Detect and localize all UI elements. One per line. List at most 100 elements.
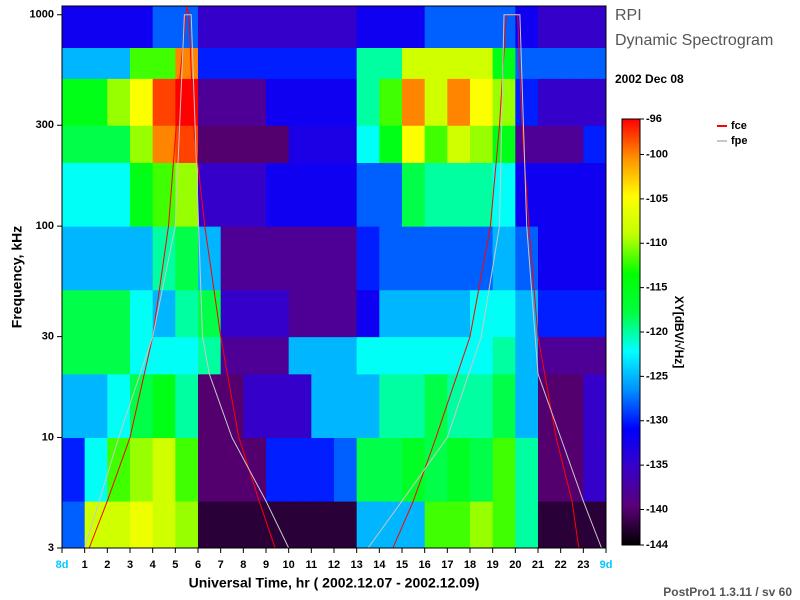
- spectrogram-cell: [424, 437, 448, 502]
- spectrogram-cell: [470, 78, 494, 126]
- spectrogram-cell: [356, 78, 380, 126]
- colorbar-tick-label: -105: [646, 193, 668, 205]
- spectrogram-cell: [220, 289, 244, 338]
- x-axis-label: Universal Time, hr ( 2002.12.07 - 2002.1…: [189, 575, 480, 591]
- spectrogram-cell: [515, 336, 539, 375]
- spectrogram-cell: [175, 162, 199, 227]
- spectrogram-cell: [538, 162, 562, 227]
- spectrogram-cell: [424, 6, 448, 48]
- spectrogram-cell: [266, 162, 290, 227]
- spectrogram-cell: [198, 373, 222, 438]
- spectrogram-cell: [266, 437, 290, 502]
- spectrogram-cell: [243, 437, 267, 502]
- spectrogram-cell: [356, 437, 380, 502]
- spectrogram-cell: [334, 226, 358, 291]
- spectrogram-cell: [470, 125, 494, 163]
- spectrogram-cell: [334, 162, 358, 227]
- spectrogram-cell: [84, 162, 108, 227]
- colorbar-tick-label: -140: [646, 503, 668, 515]
- spectrogram-cell: [470, 289, 494, 338]
- spectrogram-cell: [198, 47, 222, 79]
- spectrogram-cell: [62, 47, 86, 79]
- spectrogram-cell: [515, 78, 539, 126]
- spectrogram-cell: [447, 162, 471, 227]
- spectrogram-cell: [152, 336, 176, 375]
- x-tick-label: 19: [487, 559, 499, 571]
- x-tick-label: 6: [195, 559, 201, 571]
- spectrogram-cell: [198, 162, 222, 227]
- spectrogram-cell: [62, 78, 86, 126]
- spectrogram-cell: [560, 226, 584, 291]
- spectrogram-cell: [447, 47, 471, 79]
- spectrogram-cell: [492, 336, 516, 375]
- spectrogram-cell: [198, 336, 222, 375]
- spectrogram-cell: [470, 336, 494, 375]
- spectrogram-cell: [84, 78, 108, 126]
- spectrogram-cell: [515, 437, 539, 502]
- spectrogram-cell: [538, 226, 562, 291]
- spectrogram-cell: [311, 501, 335, 549]
- spectrogram-cell: [334, 289, 358, 338]
- spectrogram-cell: [379, 289, 403, 338]
- spectrogram-cell: [492, 437, 516, 502]
- spectrogram-cell: [198, 501, 222, 549]
- spectrogram-cell: [583, 226, 607, 291]
- spectrogram-cell: [130, 289, 154, 338]
- spectrogram-cell: [402, 125, 426, 163]
- spectrogram-cell: [311, 162, 335, 227]
- spectrogram-cell: [311, 226, 335, 291]
- spectrogram-cell: [470, 373, 494, 438]
- spectrogram-cell: [583, 336, 607, 375]
- spectrogram-cell: [402, 289, 426, 338]
- colorbar-tick-label: -144: [646, 539, 669, 551]
- spectrogram-cell: [130, 78, 154, 126]
- spectrogram-cell: [583, 289, 607, 338]
- spectrogram-cell: [243, 162, 267, 227]
- spectrogram-cell: [379, 373, 403, 438]
- spectrogram-cell: [243, 47, 267, 79]
- spectrogram-cell: [447, 226, 471, 291]
- spectrogram-cell: [447, 336, 471, 375]
- spectrogram-cell: [424, 501, 448, 549]
- date-label: 2002 Dec 08: [615, 72, 684, 86]
- spectrogram-cell: [266, 336, 290, 375]
- y-tick-label: 100: [36, 220, 54, 232]
- spectrogram-cell: [266, 226, 290, 291]
- spectrogram-cell: [402, 47, 426, 79]
- spectrogram-cell: [107, 373, 131, 438]
- spectrogram-cell: [447, 373, 471, 438]
- y-tick-label: 3: [48, 542, 54, 554]
- spectrogram-cell: [356, 226, 380, 291]
- colorbar-label: XY[dBV/√Hz]: [672, 296, 686, 369]
- colorbar-tick-label: -110: [646, 237, 667, 249]
- spectrogram-cell: [447, 78, 471, 126]
- colorbar-tick-label: -115: [646, 282, 667, 294]
- spectrogram-cell: [84, 289, 108, 338]
- spectrogram-cell: [424, 78, 448, 126]
- spectrogram-cell: [266, 125, 290, 163]
- x-tick-label: 3: [127, 559, 133, 571]
- spectrogram-cell: [583, 501, 607, 549]
- chart-title: RPI: [615, 7, 642, 24]
- spectrogram-cell: [583, 373, 607, 438]
- spectrogram-cell: [356, 162, 380, 227]
- spectrogram-cell: [379, 47, 403, 79]
- colorbar-tick-label: -130: [646, 415, 668, 427]
- spectrogram-cell: [62, 6, 86, 48]
- spectrogram-cell: [560, 336, 584, 375]
- spectrogram-cell: [288, 437, 312, 502]
- colorbar-tick-label: -100: [646, 148, 668, 160]
- spectrogram-cell: [62, 125, 86, 163]
- colorbar-tick-label: -125: [646, 370, 668, 382]
- spectrogram-cell: [492, 162, 516, 227]
- spectrogram-cell: [447, 289, 471, 338]
- spectrogram-cell: [334, 373, 358, 438]
- spectrogram-cell: [492, 501, 516, 549]
- spectrogram-cell: [470, 47, 494, 79]
- spectrogram-cell: [311, 437, 335, 502]
- spectrogram-cell: [538, 501, 562, 549]
- spectrogram-cell: [62, 336, 86, 375]
- x-tick-label: 8d: [56, 559, 69, 571]
- spectrogram-cell: [243, 336, 267, 375]
